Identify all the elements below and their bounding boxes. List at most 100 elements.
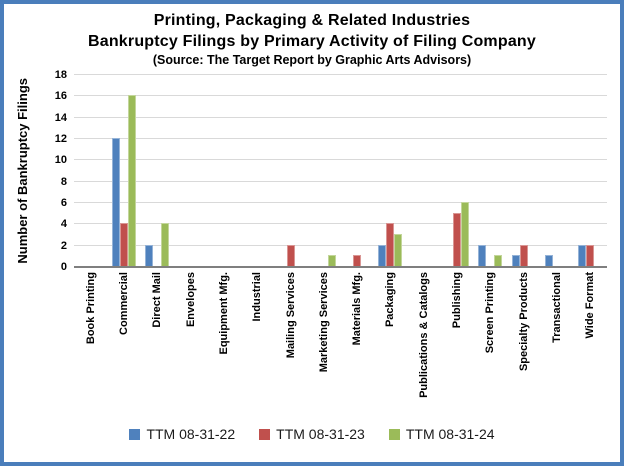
x-axis-label-cell: Book Printing bbox=[74, 268, 107, 418]
x-axis-label-cell: Specialty Products bbox=[507, 268, 540, 418]
bar-group bbox=[507, 245, 540, 266]
bar-group bbox=[274, 245, 307, 266]
y-tick-label: 14 bbox=[54, 111, 67, 124]
x-axis-label-cell: Publishing bbox=[440, 268, 473, 418]
bar bbox=[586, 245, 595, 266]
x-axis-label-cell: Materials Mfg. bbox=[341, 268, 374, 418]
bar-group bbox=[107, 95, 140, 266]
x-axis-label-cell: Transactional bbox=[540, 268, 573, 418]
legend-item: TTM 08-31-22 bbox=[129, 426, 235, 442]
x-axis-label: Mailing Services bbox=[284, 272, 297, 359]
bar bbox=[494, 255, 503, 266]
x-axis-label: Envelopes bbox=[184, 272, 197, 328]
bar bbox=[453, 213, 462, 266]
bar bbox=[578, 245, 587, 266]
bar-group bbox=[307, 255, 340, 266]
bar bbox=[161, 223, 170, 266]
x-axis-label-cell: Packaging bbox=[374, 268, 407, 418]
x-axis-label: Materials Mfg. bbox=[351, 272, 364, 346]
bar bbox=[111, 138, 120, 266]
bar-series-container bbox=[74, 74, 607, 266]
x-axis-label: Transactional bbox=[551, 272, 564, 343]
legend-label: TTM 08-31-22 bbox=[146, 426, 236, 442]
bar bbox=[511, 255, 520, 266]
y-tick-label: 16 bbox=[54, 90, 67, 103]
bar-group bbox=[440, 202, 473, 266]
x-axis-label: Industrial bbox=[251, 272, 264, 322]
y-tick-label: 8 bbox=[60, 175, 67, 188]
plot-area bbox=[74, 74, 607, 268]
grid-line bbox=[74, 138, 607, 139]
x-axis-labels: Book Printing Commercial Direct Mail Envelo… bbox=[74, 268, 607, 418]
chart-body: Number of Bankruptcy Filings 0 2 4 6 8 10 12 14… bbox=[10, 69, 607, 418]
legend-item: TTM 08-31-24 bbox=[388, 426, 495, 442]
chart-titles: Printing, Packaging & Related Industries… bbox=[4, 4, 620, 69]
grid-line bbox=[74, 223, 607, 225]
bar bbox=[286, 245, 295, 266]
x-axis-label-cell: Mailing Services bbox=[274, 268, 307, 418]
x-axis-label: Packaging bbox=[384, 272, 397, 328]
grid-line bbox=[74, 159, 607, 161]
grid-line bbox=[74, 244, 607, 246]
x-axis-label-cell: Envelopes bbox=[174, 268, 207, 418]
bar bbox=[386, 223, 395, 266]
x-axis-label-cell: Screen Printing bbox=[474, 268, 507, 418]
legend-item: TTM 08-31-23 bbox=[259, 426, 365, 442]
y-tick-label: 2 bbox=[60, 239, 67, 252]
y-tick-label: 18 bbox=[54, 69, 67, 81]
bar-group bbox=[141, 223, 174, 266]
grid-line bbox=[74, 116, 607, 118]
x-axis-label-cell: Publications & Catalogs bbox=[407, 268, 440, 418]
legend-label: TTM 08-31-24 bbox=[405, 426, 495, 442]
y-axis-label-cell: Number of Bankruptcy Filings bbox=[10, 74, 34, 268]
x-axis-label-cell: Equipment Mfg. bbox=[207, 268, 240, 418]
legend-label: TTM 08-31-23 bbox=[276, 426, 365, 442]
bar bbox=[519, 245, 528, 266]
x-axis-label-cell: Marketing Services bbox=[307, 268, 340, 418]
x-axis-label: Commercial bbox=[117, 272, 130, 335]
chart-source-line: (Source: The Target Report by Graphic Ar… bbox=[152, 53, 472, 67]
y-axis-title: Number of Bankruptcy Filings bbox=[14, 78, 30, 264]
x-axis-label: Equipment Mfg. bbox=[217, 272, 230, 355]
grid-line bbox=[74, 202, 607, 203]
legend: TTM 08-31-22 TTM 08-31-23 TTM 08-31-24 bbox=[4, 426, 620, 442]
x-axis-label-cell: Industrial bbox=[241, 268, 274, 418]
x-axis-label-cell: Wide Format bbox=[574, 268, 607, 418]
bar bbox=[394, 234, 403, 266]
bar bbox=[378, 245, 387, 266]
bar bbox=[461, 202, 470, 266]
legend-swatch bbox=[259, 428, 271, 440]
y-tick-label: 6 bbox=[60, 197, 67, 209]
grid-line bbox=[74, 74, 607, 75]
legend-swatch bbox=[388, 428, 400, 440]
x-axis-label: Publications & Catalogs bbox=[417, 272, 430, 398]
y-tick-label: 10 bbox=[54, 154, 67, 167]
bar bbox=[478, 245, 487, 266]
bar bbox=[119, 223, 128, 266]
chart-title-line2: Bankruptcy Filings by Primary Activity o… bbox=[87, 33, 537, 50]
x-axis-label: Direct Mail bbox=[151, 272, 164, 328]
grid-line bbox=[74, 95, 607, 97]
bar bbox=[327, 255, 336, 266]
x-axis-label: Publishing bbox=[451, 272, 464, 329]
x-axis-label: Screen Printing bbox=[484, 272, 497, 354]
bar bbox=[127, 95, 136, 266]
x-axis-label: Marketing Services bbox=[317, 272, 330, 373]
grid-line bbox=[74, 180, 607, 182]
x-axis-label-cell: Commercial bbox=[107, 268, 140, 418]
bar-group bbox=[540, 255, 573, 266]
bar-group bbox=[374, 223, 407, 266]
bar bbox=[545, 255, 554, 266]
x-axis-label-cell: Direct Mail bbox=[141, 268, 174, 418]
x-axis-label: Specialty Products bbox=[517, 272, 530, 372]
bar-group bbox=[341, 255, 374, 266]
bar bbox=[353, 255, 362, 266]
y-tick-label: 12 bbox=[54, 133, 67, 145]
x-axis-label: Book Printing bbox=[84, 272, 97, 345]
bar-group bbox=[474, 245, 507, 266]
x-axis-label: Wide Format bbox=[584, 272, 597, 339]
y-tick-label: 4 bbox=[60, 218, 67, 231]
y-tick-label: 0 bbox=[60, 261, 67, 273]
bar-group bbox=[574, 245, 607, 266]
